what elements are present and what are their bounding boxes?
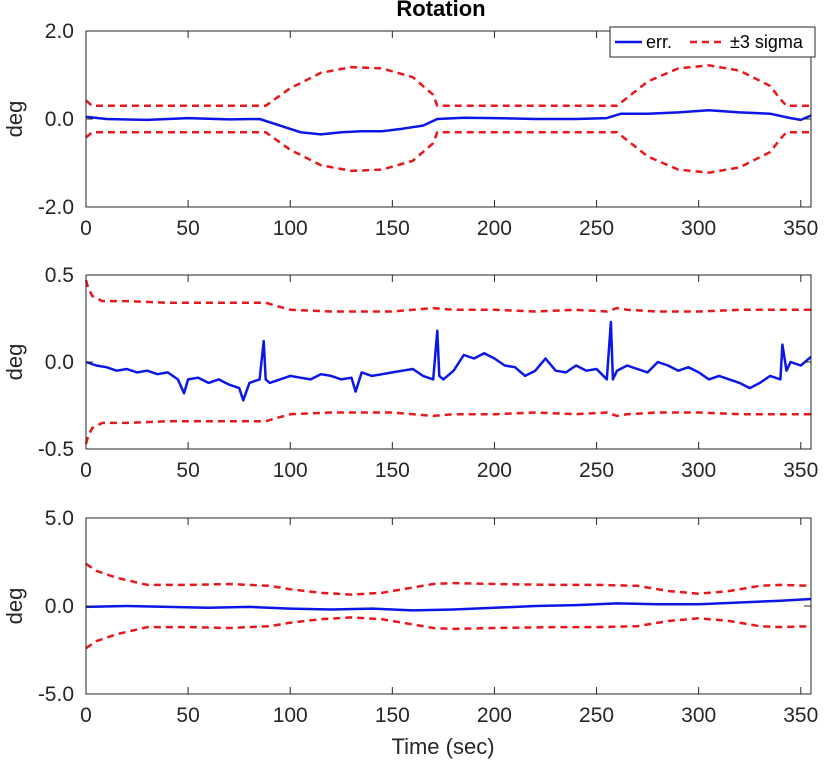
y-tick-label: -0.5 bbox=[38, 438, 74, 461]
axes-frame-panel-2 bbox=[85, 274, 812, 450]
series-3-sigma-line-panel-1 bbox=[85, 64, 811, 108]
x-tick-label: 150 bbox=[375, 704, 410, 727]
x-tick-label: 350 bbox=[783, 459, 818, 482]
y-tick-label: 0.5 bbox=[45, 264, 74, 287]
x-tick-label: 100 bbox=[273, 704, 308, 727]
y-axis-label-panel-2: deg bbox=[2, 344, 27, 381]
y-axis-label-panel-1: deg bbox=[2, 101, 27, 138]
y-tick-label: -5.0 bbox=[38, 683, 74, 706]
x-tick-label: 250 bbox=[579, 217, 614, 240]
x-tick-label: 100 bbox=[273, 459, 308, 482]
legend-label-err: err. bbox=[646, 32, 672, 52]
x-tick-label: 200 bbox=[477, 459, 512, 482]
x-tick-label: 250 bbox=[579, 459, 614, 482]
y-tick-label: 0.0 bbox=[45, 595, 74, 618]
panel-2: 0 50 100 150 200 250 300 350 -0.5 0.0 0.5 deg bbox=[2, 264, 818, 482]
y-tick-label: 5.0 bbox=[45, 507, 74, 530]
panel-3: 0 50 100 150 200 250 300 350 -5.0 0.0 5.0 deg bbox=[2, 507, 818, 727]
x-tick-label: 200 bbox=[477, 217, 512, 240]
x-tick-label: 250 bbox=[579, 704, 614, 727]
x-tick-label: 350 bbox=[783, 704, 818, 727]
series-3-sigma-line-panel-3 bbox=[85, 616, 812, 650]
x-tick-label: 0 bbox=[80, 704, 92, 727]
x-tick-label: 150 bbox=[375, 217, 410, 240]
legend: err. ±3 sigma bbox=[609, 26, 816, 58]
y-tick-label: 0.0 bbox=[45, 351, 74, 374]
x-tick-label: 50 bbox=[176, 217, 199, 240]
series-err-line-panel-3 bbox=[85, 597, 812, 612]
y-tick-label: 0.0 bbox=[45, 108, 74, 131]
x-tick-label: 0 bbox=[80, 459, 92, 482]
legend-box bbox=[609, 26, 816, 58]
series-err-line-panel-2 bbox=[85, 320, 812, 402]
series-3-sigma-line-panel-1 bbox=[85, 130, 811, 174]
series-3-sigma-line-panel-2 bbox=[84, 279, 811, 313]
x-tick-label: 0 bbox=[80, 217, 92, 240]
panel-1: 0 50 100 150 200 250 300 350 -2.0 0.0 2.0 deg bbox=[2, 20, 818, 240]
x-tick-label: 300 bbox=[681, 459, 716, 482]
x-axis-label: Time (sec) bbox=[391, 734, 494, 759]
x-tick-label: 300 bbox=[681, 217, 716, 240]
series-3-sigma-line-panel-3 bbox=[85, 562, 812, 596]
legend-label-sigma: ±3 sigma bbox=[730, 32, 804, 52]
y-tick-label: 2.0 bbox=[45, 20, 74, 43]
series-3-sigma-line-panel-2 bbox=[84, 411, 811, 445]
x-tick-label: 350 bbox=[783, 217, 818, 240]
x-tick-label: 150 bbox=[375, 459, 410, 482]
x-tick-label: 200 bbox=[477, 704, 512, 727]
chart-title: Rotation bbox=[396, 0, 485, 21]
axes-frame-panel-3 bbox=[85, 517, 812, 695]
x-tick-label: 50 bbox=[176, 459, 199, 482]
panels: 0 50 100 150 200 250 300 350 -2.0 0.0 2.0 deg 0 50 100… bbox=[2, 20, 818, 727]
y-tick-label: -2.0 bbox=[38, 196, 74, 219]
x-tick-label: 100 bbox=[273, 217, 308, 240]
x-tick-label: 50 bbox=[176, 704, 199, 727]
series-err-line-panel-1 bbox=[85, 108, 812, 136]
x-tick-label: 300 bbox=[681, 704, 716, 727]
y-axis-label-panel-3: deg bbox=[2, 588, 27, 625]
